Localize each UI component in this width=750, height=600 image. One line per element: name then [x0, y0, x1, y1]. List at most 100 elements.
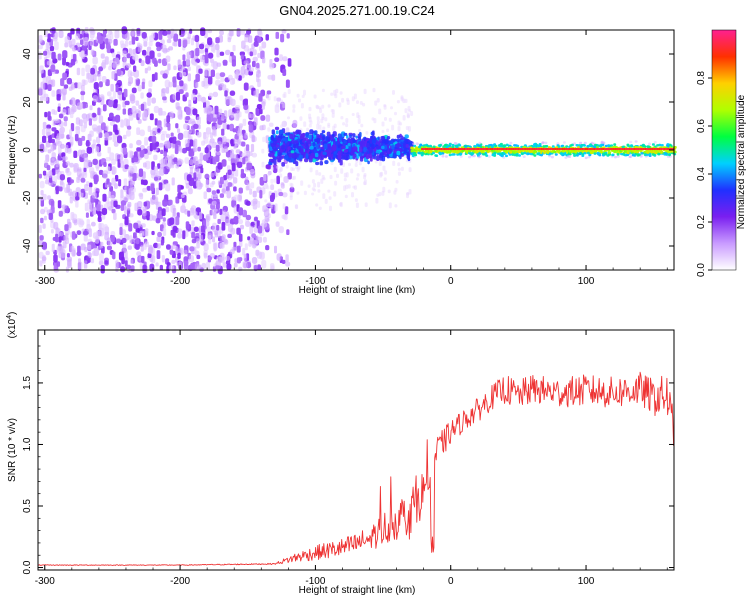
- spectrogram-cell: [126, 53, 131, 59]
- spectrogram-cell: [239, 51, 245, 56]
- spectrogram-cell: [122, 108, 127, 115]
- spectrogram-cell: [147, 97, 151, 107]
- spectrogram-cell: [241, 141, 246, 147]
- spectrogram-cell: [311, 187, 315, 191]
- spectrogram-cell: [160, 149, 164, 155]
- spectrogram-cell: [665, 147, 668, 151]
- spectrogram-cell: [334, 180, 338, 186]
- spectrogram-cell: [123, 88, 128, 98]
- spectrogram-cell: [123, 56, 127, 63]
- spectrogram-cell: [216, 62, 222, 67]
- spectrogram-cell: [110, 235, 115, 243]
- spectrogram-cell: [132, 49, 137, 55]
- spectrogram-cell: [289, 195, 293, 201]
- spectrogram-cell: [643, 145, 647, 148]
- spectrogram-cell: [381, 129, 385, 134]
- spectrogram-cell: [245, 218, 249, 227]
- spectrogram-cell: [317, 181, 321, 188]
- spectrogram-cell: [296, 167, 300, 172]
- spectrogram-cell: [228, 30, 234, 37]
- spectrogram-cell: [268, 122, 274, 127]
- spectrogram-cell: [162, 217, 166, 222]
- spectrogram-cell: [48, 212, 53, 221]
- spectrogram-cell: [258, 93, 263, 102]
- spectrogram-cell: [578, 152, 582, 156]
- spectrogram-cell: [313, 94, 317, 99]
- spectrogram-cell: [98, 260, 104, 266]
- spectrogram-cell: [327, 104, 331, 108]
- spectrogram-cell: [257, 225, 263, 234]
- spectrogram-cell: [91, 221, 96, 227]
- spectrogram-cell: [247, 63, 251, 69]
- spectrogram-cell: [544, 141, 548, 145]
- spectrogram-cell: [341, 155, 346, 160]
- spectrogram-cell: [593, 145, 597, 149]
- spectrogram-cell: [207, 76, 213, 85]
- spectrogram-cell: [136, 251, 142, 257]
- spectrogram-cell: [265, 93, 269, 99]
- spectrogram-cell: [179, 148, 183, 153]
- spectrogram-cell: [386, 128, 390, 133]
- spectrogram-cell: [65, 168, 69, 174]
- spectrogram-cell: [313, 183, 317, 188]
- spectrogram-cell: [276, 175, 280, 185]
- spectrogram-cell: [244, 243, 248, 251]
- spectrogram-cell: [348, 162, 351, 167]
- spectrogram-cell: [139, 230, 144, 237]
- spectrogram-cell: [308, 106, 312, 112]
- spectrogram-cell: [472, 147, 475, 151]
- spectrogram-cell: [197, 159, 203, 167]
- spectrogram-cell: [298, 145, 302, 152]
- spectrogram-cell: [283, 121, 287, 126]
- spectrogram-cell: [308, 134, 312, 140]
- spectrogram-cell: [355, 202, 359, 209]
- spectrogram-cell: [51, 90, 56, 97]
- spectrogram-cell: [163, 151, 167, 157]
- spectrogram-cell: [316, 105, 320, 110]
- spectrogram-cell: [479, 147, 482, 151]
- spectrogram-cell: [224, 239, 229, 245]
- spectrogram-cell: [626, 151, 630, 155]
- spectrogram-cell: [384, 117, 387, 121]
- spectrogram-cell: [632, 147, 635, 151]
- spectrogram-cell: [331, 154, 334, 158]
- spectrogram-cell: [352, 139, 357, 143]
- spectrogram-cell: [106, 44, 112, 54]
- spectrogram-cell: [86, 219, 90, 227]
- spectrogram-cell: [593, 143, 597, 147]
- spectrogram-cell: [234, 258, 238, 263]
- spectrogram-cell: [48, 135, 52, 143]
- spectrogram-cell: [380, 136, 385, 141]
- spectrogram-cell: [314, 138, 318, 143]
- spectrogram-cell: [265, 114, 271, 122]
- spectrogram-cell: [100, 53, 105, 59]
- spectrogram-cell: [330, 92, 334, 96]
- spectrogram-cell: [270, 194, 275, 203]
- spectrogram-cell: [236, 227, 241, 235]
- spectrogram-cell: [333, 89, 337, 96]
- spectrogram-cell: [154, 72, 158, 81]
- spectrogram-cell: [664, 152, 668, 155]
- spectrogram-cell: [249, 51, 253, 57]
- spectrogram-cell: [136, 139, 142, 146]
- spectrogram-cell: [618, 147, 621, 151]
- spectrogram-cell: [182, 230, 186, 240]
- spectrogram-cell: [227, 182, 233, 187]
- spectrogram-cell: [383, 145, 388, 150]
- spectrogram-cell: [259, 190, 263, 199]
- spectrogram-cell: [306, 127, 310, 132]
- spectrogram-cell: [351, 96, 355, 102]
- spectrogram-cell: [485, 149, 488, 152]
- spectrogram-cell: [241, 152, 247, 157]
- spectrogram-cell: [600, 147, 603, 151]
- spectrogram-cell: [392, 90, 395, 95]
- spectrogram-cell: [285, 261, 291, 267]
- spectrogram-cell: [56, 245, 60, 254]
- spectrogram-cell: [122, 147, 128, 155]
- spectrogram-cell: [595, 147, 598, 151]
- spectrogram-cell: [273, 140, 277, 146]
- spectrogram-cell: [242, 118, 247, 126]
- spectrogram-cell: [126, 125, 132, 130]
- spectrogram-cell: [282, 102, 286, 109]
